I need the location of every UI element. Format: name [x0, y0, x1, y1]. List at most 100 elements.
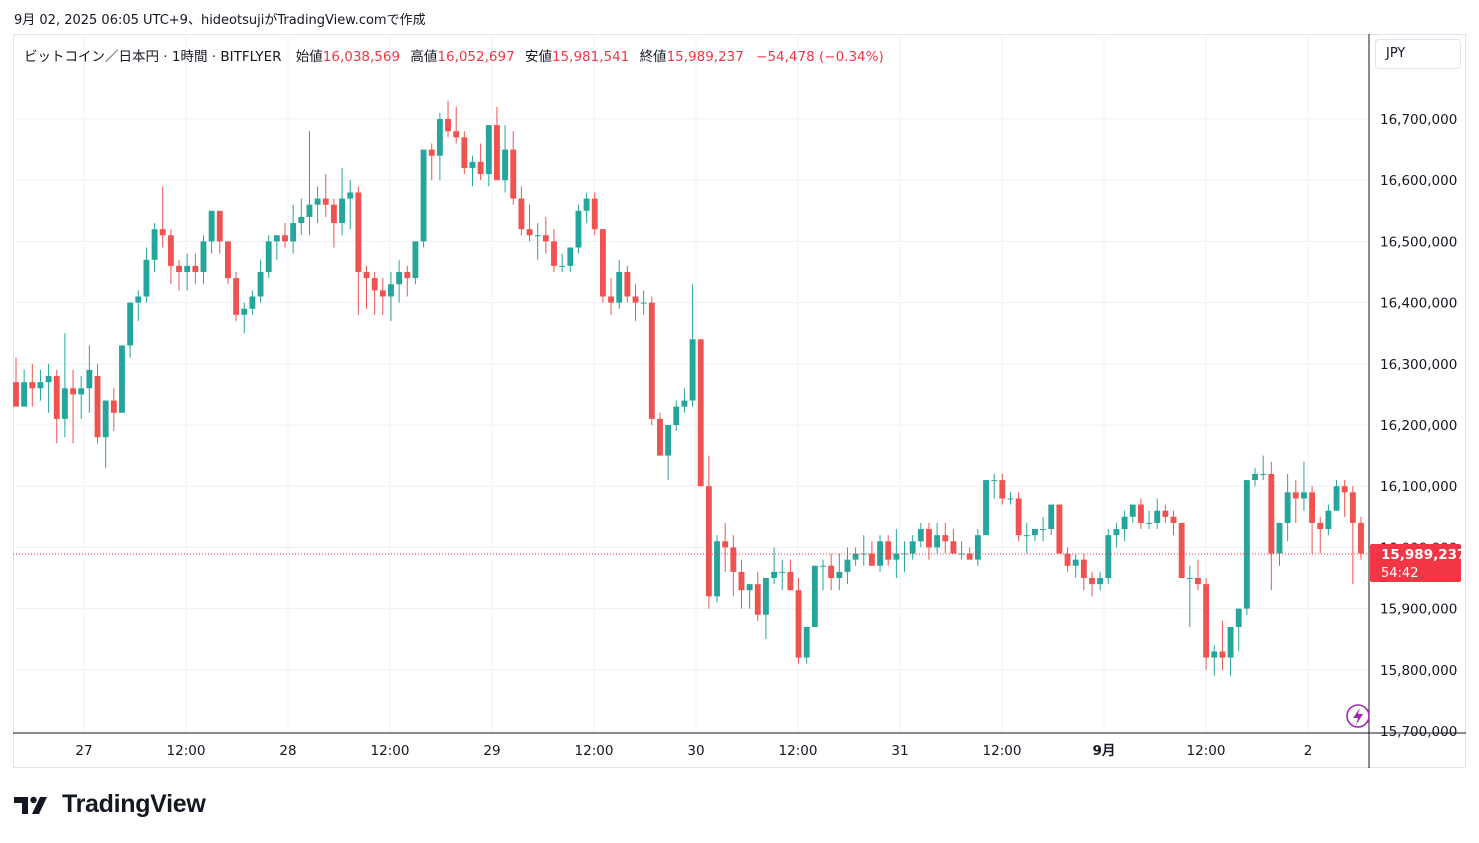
candle [29, 363, 36, 407]
last-price-value: 15,989,237 [1381, 547, 1466, 563]
candle-body [29, 382, 36, 389]
candle [1097, 571, 1104, 591]
candle-body [771, 571, 778, 578]
candle-body [1333, 486, 1340, 511]
candle-body [1064, 553, 1071, 566]
candle-body [1195, 578, 1201, 585]
close-value: 15,989,237 [666, 49, 744, 65]
price-tick-label: 16,500,000 [1380, 234, 1457, 250]
candle-body [265, 241, 272, 272]
candle-body [298, 216, 305, 224]
candle [200, 235, 207, 285]
candle-body [665, 425, 672, 456]
candle [53, 369, 60, 444]
chart-header-text: 9月 02, 2025 06:05 UTC+9、hideotsujiがTradi… [14, 13, 426, 28]
candle [363, 265, 370, 309]
candle-body [135, 296, 142, 303]
candle [1064, 547, 1071, 572]
candle [779, 559, 786, 591]
candle-body [290, 223, 297, 242]
candle [151, 223, 158, 272]
candle [1309, 486, 1316, 554]
flash-icon[interactable] [1346, 704, 1370, 728]
candle-body [648, 302, 655, 419]
candle [371, 272, 378, 315]
candle [583, 192, 590, 224]
candle [909, 535, 916, 560]
candle-body [917, 529, 924, 542]
low-label: 安値 [524, 49, 552, 65]
candle [1178, 522, 1185, 578]
candle [1162, 504, 1169, 523]
candle [567, 247, 574, 272]
candle [665, 425, 672, 481]
time-tick-label: 12:00 [371, 743, 410, 759]
candle [591, 192, 598, 236]
candle [901, 541, 908, 572]
candle-body [1048, 504, 1055, 530]
candle-body [192, 265, 199, 272]
candle-body [37, 382, 44, 389]
candle-body [436, 119, 443, 156]
candle [983, 480, 989, 536]
candle-body [404, 272, 411, 279]
candle-body [363, 272, 370, 279]
currency-button[interactable]: JPY [1375, 39, 1461, 69]
candle [396, 259, 403, 303]
candle [428, 143, 435, 181]
candle [1048, 504, 1055, 536]
candle-body [787, 571, 794, 591]
candle-body [1349, 492, 1356, 523]
candle-body [738, 571, 745, 591]
high-value: 16,052,697 [437, 49, 515, 65]
candle-body [273, 235, 280, 242]
candle-body [1105, 535, 1112, 578]
candle-body [591, 198, 598, 230]
candle [420, 149, 427, 248]
price-tick-label: 16,600,000 [1380, 173, 1457, 189]
price-tick-label: 16,300,000 [1380, 357, 1457, 373]
candle [102, 400, 109, 468]
candle [1333, 480, 1340, 511]
candle [836, 553, 843, 591]
candle [265, 235, 272, 279]
time-tick-label: 9月 [1093, 743, 1116, 759]
candle [1227, 626, 1234, 676]
symbol-label[interactable]: ビットコイン／日本円 · 1時間 · BITFLYER [24, 49, 282, 65]
candle-body [339, 198, 345, 224]
tradingview-logo-icon [14, 796, 47, 814]
candle [934, 522, 941, 554]
candle-body [1097, 578, 1104, 585]
candle-body [461, 137, 468, 168]
candle [339, 167, 345, 236]
candle-body [94, 376, 101, 438]
candle [1089, 571, 1095, 597]
candle-body [860, 553, 867, 555]
candle [322, 174, 329, 217]
candle-body [1325, 510, 1332, 530]
candle-body [1040, 529, 1047, 531]
candle [355, 186, 362, 315]
candle-body [1154, 510, 1161, 523]
candle-body [820, 565, 826, 567]
candle-body [746, 584, 753, 591]
price-tick-label: 15,700,000 [1380, 724, 1457, 740]
time-tick-label: 31 [891, 743, 908, 759]
candle-body [200, 241, 207, 272]
candle [436, 112, 443, 181]
candle [689, 284, 696, 407]
candle [1268, 461, 1275, 591]
candle-body [151, 229, 158, 260]
candle-body [208, 210, 215, 242]
candle-body [45, 376, 52, 383]
price-tick-label: 16,700,000 [1380, 112, 1457, 128]
time-tick-label: 30 [687, 743, 704, 759]
candle [616, 259, 623, 309]
candle-body [689, 339, 696, 401]
candle [314, 186, 321, 224]
candle [1186, 565, 1193, 627]
candle-body [249, 296, 256, 309]
candle-body [477, 161, 484, 175]
candle [681, 388, 688, 413]
